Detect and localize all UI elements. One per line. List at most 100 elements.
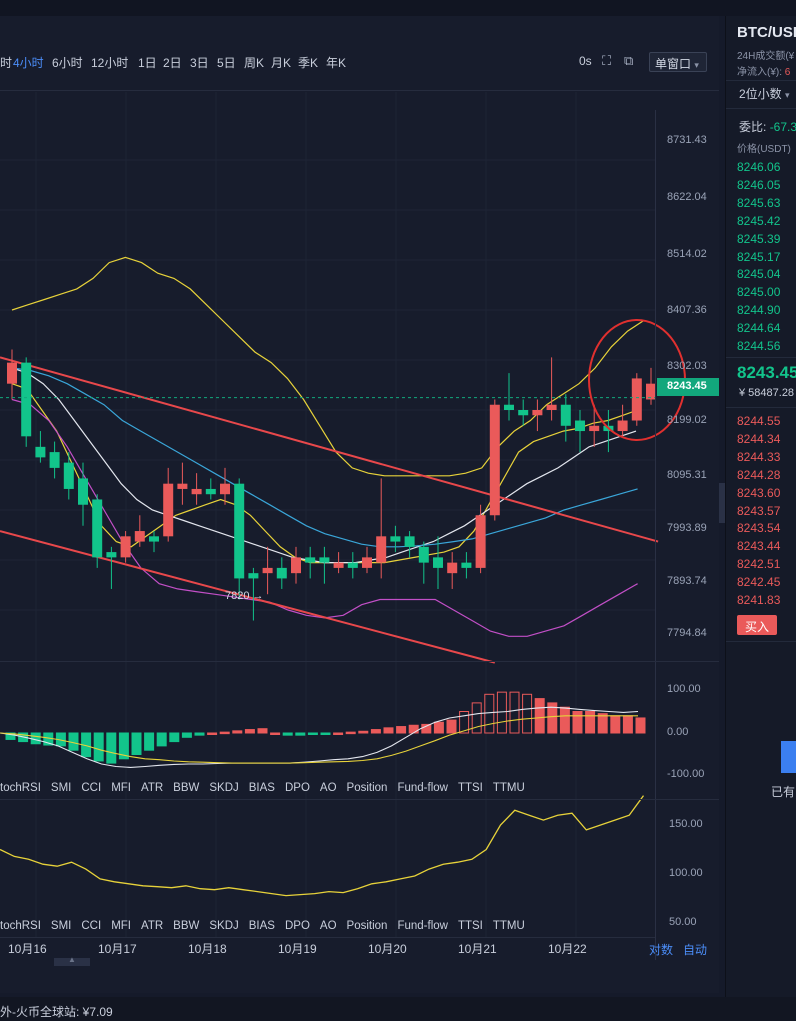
ratio-label: 委比:: [739, 120, 767, 134]
buy-button[interactable]: 买入: [737, 615, 777, 635]
ask-price[interactable]: 8245.04: [737, 267, 781, 282]
indicator-tab[interactable]: SKDJ: [209, 782, 239, 794]
timeframe-tab[interactable]: 4小时: [13, 56, 44, 70]
bollinger-upper-line: [11, 256, 645, 477]
candle-body: [390, 536, 401, 542]
indicator-tab[interactable]: TTSI: [457, 782, 483, 794]
indicator-tab[interactable]: BBW: [173, 920, 200, 932]
bid-price[interactable]: 8244.33: [737, 449, 781, 464]
macd-bar: [370, 729, 381, 734]
indicator-tab[interactable]: Position: [346, 782, 388, 794]
ask-price[interactable]: 8246.06: [737, 160, 781, 174]
timeframe-tab[interactable]: 6小时: [52, 56, 83, 70]
indicator-tab[interactable]: SMI: [50, 782, 72, 794]
bid-price[interactable]: 8243.44: [737, 539, 781, 554]
fullscreen-icon[interactable]: ⛶: [602, 53, 612, 68]
indicator-tab[interactable]: DPO: [284, 782, 310, 794]
timeframe-tab[interactable]: 月K: [271, 56, 292, 70]
popout-icon[interactable]: ⧉: [624, 53, 634, 68]
indicator-tab[interactable]: TTMU: [492, 920, 525, 932]
chart-canvas[interactable]: [0, 0, 719, 997]
timeframe-tab[interactable]: 1日: [138, 56, 157, 70]
lower-axis-label: 100.00: [669, 867, 703, 879]
ask-price[interactable]: 8246.05: [737, 177, 781, 192]
bid-price[interactable]: 8244.28: [737, 467, 781, 482]
price-axis-label: 8622.04: [667, 191, 707, 204]
candle-body: [191, 488, 202, 495]
indicator-tab[interactable]: MFI: [111, 782, 131, 794]
ask-price[interactable]: 8245.63: [737, 195, 781, 210]
indicator-tab[interactable]: ATR: [141, 782, 164, 794]
ask-price[interactable]: 8245.17: [737, 249, 781, 264]
bid-price[interactable]: 8241.83: [737, 593, 781, 607]
price-axis-label: 8095.31: [667, 468, 707, 481]
indicator-tab[interactable]: TTMU: [492, 782, 525, 794]
bid-price[interactable]: 8243.54: [737, 521, 781, 536]
ask-price[interactable]: 8244.56: [737, 339, 781, 353]
macd-bar: [30, 732, 41, 745]
ask-price[interactable]: 8245.00: [737, 285, 781, 300]
panel-resize-handle[interactable]: [719, 483, 725, 523]
candle-body: [333, 562, 344, 568]
candle-body: [63, 462, 74, 489]
indicator-tab[interactable]: AO: [319, 782, 337, 794]
indicator-tab[interactable]: Fund-flow: [397, 782, 448, 794]
timeframe-tab[interactable]: 季K: [298, 56, 319, 70]
decimals-select[interactable]: 2位小数 ▾: [739, 85, 790, 102]
inflow-label: 净流入(¥): 6: [737, 63, 790, 78]
timeframe-tab[interactable]: 2日: [163, 56, 182, 70]
indicator-tab[interactable]: BBW: [173, 782, 200, 794]
indicator-tab[interactable]: Fund-flow: [397, 920, 448, 932]
macd-bar: [572, 711, 583, 734]
ask-price[interactable]: 8245.42: [737, 213, 781, 228]
indicator-tab[interactable]: TTSI: [457, 920, 483, 932]
indicator-tab[interactable]: CCI: [81, 920, 102, 932]
macd-bar: [207, 732, 218, 735]
candle-body: [546, 404, 557, 410]
price-axis-label: 8199.02: [667, 414, 707, 427]
bid-price[interactable]: 8244.34: [737, 431, 781, 446]
indicator-tab[interactable]: DPO: [284, 920, 310, 932]
macd-bar: [320, 732, 331, 735]
timeframe-tab[interactable]: 周K: [244, 56, 265, 70]
bid-price[interactable]: 8244.55: [737, 414, 781, 428]
log-scale-button[interactable]: 对数: [649, 943, 674, 957]
auto-scale-button[interactable]: 自动: [683, 943, 708, 957]
indicator-tab[interactable]: tochRSI: [0, 920, 41, 932]
window-mode-label: 单窗口: [655, 57, 692, 71]
have-label: 已有: [771, 785, 796, 799]
window-mode-select[interactable]: 单窗口 ▾: [649, 52, 707, 72]
bid-price[interactable]: 8243.57: [737, 503, 781, 518]
timeframe-tab[interactable]: 5日: [217, 56, 236, 70]
candle-body: [276, 567, 287, 579]
timeframe-tab[interactable]: 时: [0, 56, 13, 70]
indicator-tab[interactable]: SMI: [50, 920, 72, 932]
timeframe-tab[interactable]: 年K: [326, 56, 347, 70]
last-price: 8243.45: [737, 363, 796, 382]
indicator-tab[interactable]: AO: [319, 920, 337, 932]
action-button-edge[interactable]: [781, 741, 796, 773]
candle-body: [234, 483, 245, 579]
indicator-tab[interactable]: tochRSI: [0, 782, 41, 794]
indicator-tab[interactable]: ATR: [141, 920, 164, 932]
timeframe-tab[interactable]: 3日: [190, 56, 209, 70]
indicator-tab[interactable]: MFI: [111, 920, 131, 932]
indicator-tab[interactable]: BIAS: [248, 920, 275, 932]
pair-title[interactable]: BTC/USD: [737, 24, 796, 41]
timeframe-tab[interactable]: 12小时: [91, 56, 129, 70]
bid-price[interactable]: 8243.60: [737, 485, 781, 500]
ask-price[interactable]: 8245.39: [737, 231, 781, 246]
footer-bar: 外-火币全球站: ¥7.09: [0, 997, 796, 1021]
bid-price[interactable]: 8242.45: [737, 575, 781, 590]
price-axis-label: 8302.03: [667, 359, 707, 372]
indicator-tab[interactable]: CCI: [81, 782, 102, 794]
bid-price[interactable]: 8242.51: [737, 557, 781, 572]
ask-price[interactable]: 8244.64: [737, 321, 781, 336]
price-axis: [655, 110, 656, 960]
indicator-tab[interactable]: BIAS: [248, 782, 275, 794]
ask-price[interactable]: 8244.90: [737, 303, 781, 318]
indicator-tab[interactable]: Position: [346, 920, 388, 932]
price-axis-label: 8731.43: [667, 133, 707, 146]
scroll-handle[interactable]: ▲: [54, 955, 90, 966]
indicator-tab[interactable]: SKDJ: [209, 920, 239, 932]
